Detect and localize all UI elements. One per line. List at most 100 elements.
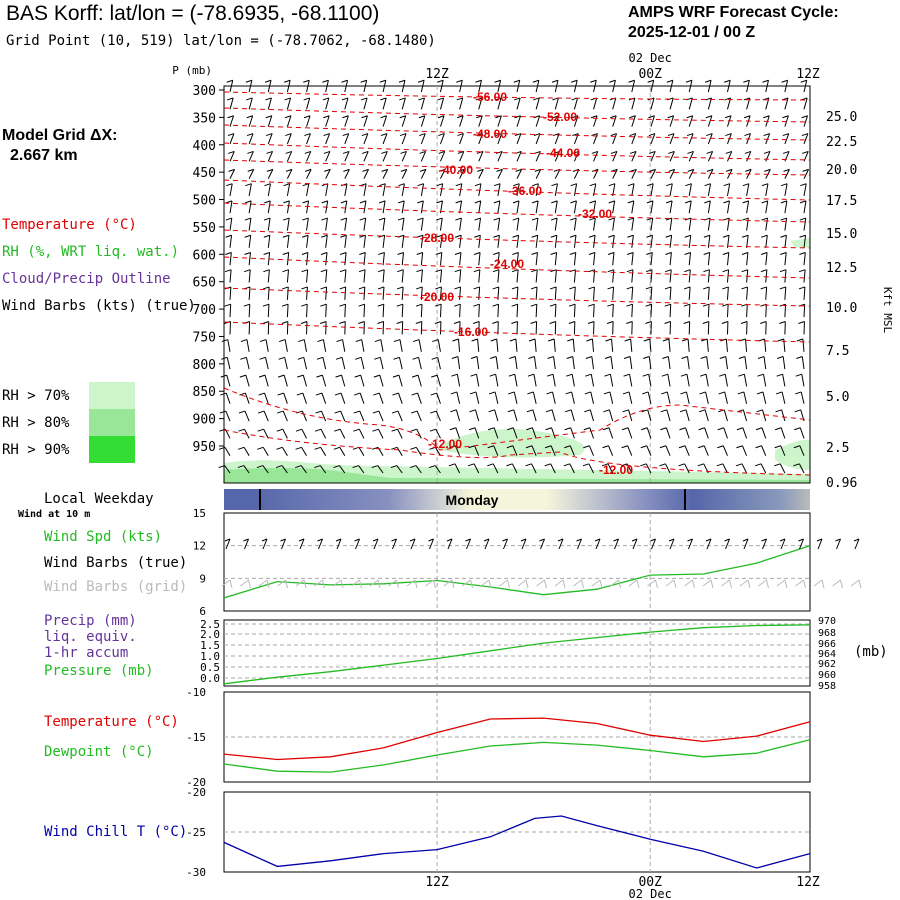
wind-barb — [593, 304, 595, 318]
wind-barb — [554, 183, 558, 196]
wind-barb — [669, 286, 672, 300]
wind-barb — [727, 151, 733, 162]
wind-barb — [531, 463, 537, 474]
wind-barb — [516, 200, 520, 214]
wind-barb — [650, 200, 654, 214]
wind-panel-frame — [223, 512, 811, 612]
wind-barb-flag — [417, 200, 424, 204]
wind-barb-flag — [378, 200, 386, 204]
wind-barb-flag — [608, 183, 616, 187]
wind-barb-flag — [627, 234, 634, 238]
wind-barb-flag — [583, 427, 590, 431]
wind-barb — [612, 269, 615, 283]
wind-barb — [688, 169, 695, 179]
wind-barb — [341, 357, 346, 370]
wind-barb-flag — [723, 217, 730, 221]
wind-barb — [554, 286, 557, 300]
wind-barb-flag — [649, 150, 656, 154]
wind-barb — [478, 80, 482, 93]
wind-barb-flag — [304, 150, 311, 154]
wind-barb — [650, 304, 653, 318]
wind-barb-flag — [492, 321, 499, 324]
wind-barb-flag — [358, 269, 366, 273]
wind-barb-flag — [225, 200, 233, 204]
wind-barb-flag — [687, 538, 693, 542]
wind-barb — [415, 465, 422, 474]
wind-barb-flag — [742, 538, 749, 542]
wind-barb-flag — [566, 373, 573, 377]
wind-barb — [593, 80, 597, 93]
grid-wind-barb — [562, 579, 566, 589]
wind-barb-flag — [722, 269, 729, 273]
wind-barb — [726, 252, 730, 266]
wind-barb — [784, 169, 790, 179]
wind-barb-flag — [450, 409, 457, 413]
temperature-contour-label: -52.00 — [543, 110, 577, 124]
wind-barb — [743, 391, 748, 404]
height-tick-label: 17.5 — [826, 194, 857, 209]
wind-barb-flag — [774, 445, 781, 449]
wind-barb — [401, 183, 405, 196]
wind-barb-flag — [340, 217, 347, 221]
wind-barb-flag — [744, 150, 752, 154]
wind-barb-flag — [396, 286, 404, 290]
rh90-swatch — [89, 436, 135, 463]
wind-barb — [627, 427, 633, 439]
wind-barb-flag — [621, 445, 628, 449]
wind-barb — [648, 356, 652, 370]
wind-barb — [628, 391, 633, 404]
wind-barb-flag — [380, 133, 388, 137]
wind-barb — [532, 391, 537, 404]
wind-barb-flag — [627, 217, 634, 221]
wind-barb — [630, 338, 633, 352]
temperature-contour-label: -36.00 — [508, 184, 542, 198]
wind-barb-flag — [685, 79, 693, 83]
wind-barb — [344, 304, 346, 318]
wind-barb-flag — [343, 168, 350, 172]
wind-barb-flag — [572, 133, 579, 137]
wind-barb — [803, 97, 808, 110]
rh80-area — [224, 468, 810, 483]
wind-barb-flag — [512, 217, 519, 221]
wind-barb-flag — [257, 446, 264, 450]
wind-barb-flag — [341, 97, 349, 101]
wind-barb — [286, 252, 290, 266]
wind-barb — [631, 133, 637, 145]
wind-barb-flag — [533, 133, 541, 137]
wind-barb — [650, 183, 654, 196]
wind-barb-flag — [495, 133, 502, 137]
wind-barb — [382, 151, 388, 162]
wind-barb-flag — [263, 286, 270, 290]
wind-barb-flag — [780, 234, 787, 238]
wind-barb-flag — [604, 356, 612, 360]
grid-wind-barb — [840, 579, 843, 589]
wind-barb — [650, 169, 656, 179]
wind-barb — [454, 463, 461, 474]
wind-barb — [439, 115, 445, 127]
wind-barb-flag — [626, 251, 634, 255]
wind-barb — [803, 200, 807, 214]
wind-barb — [225, 392, 231, 404]
wind-barb-flag — [589, 200, 596, 204]
wind-barb-flag — [224, 269, 232, 273]
wind-barb-flag — [435, 251, 442, 255]
wind-barb-flag — [648, 115, 655, 119]
wind-barb — [631, 304, 633, 318]
wind-barb — [439, 286, 442, 300]
wind-barb-flag — [377, 303, 384, 307]
wind-barb — [646, 445, 652, 456]
wind-barb-flag — [239, 392, 246, 396]
wind-barb — [765, 217, 769, 231]
wind-barb — [229, 200, 233, 214]
wind-barb — [382, 80, 387, 93]
wind-barb-flag — [569, 286, 576, 290]
wind-barb-flag — [762, 79, 769, 83]
wind-barb — [396, 465, 403, 474]
wind-barb-flag — [397, 269, 404, 273]
wind-barb-flag — [742, 200, 749, 204]
wind-barb — [631, 200, 635, 214]
wind-barb-flag — [742, 217, 749, 221]
wind-barb-flag — [703, 251, 710, 255]
wind-barb-flag — [779, 269, 787, 273]
wind-barb-flag — [339, 286, 346, 290]
